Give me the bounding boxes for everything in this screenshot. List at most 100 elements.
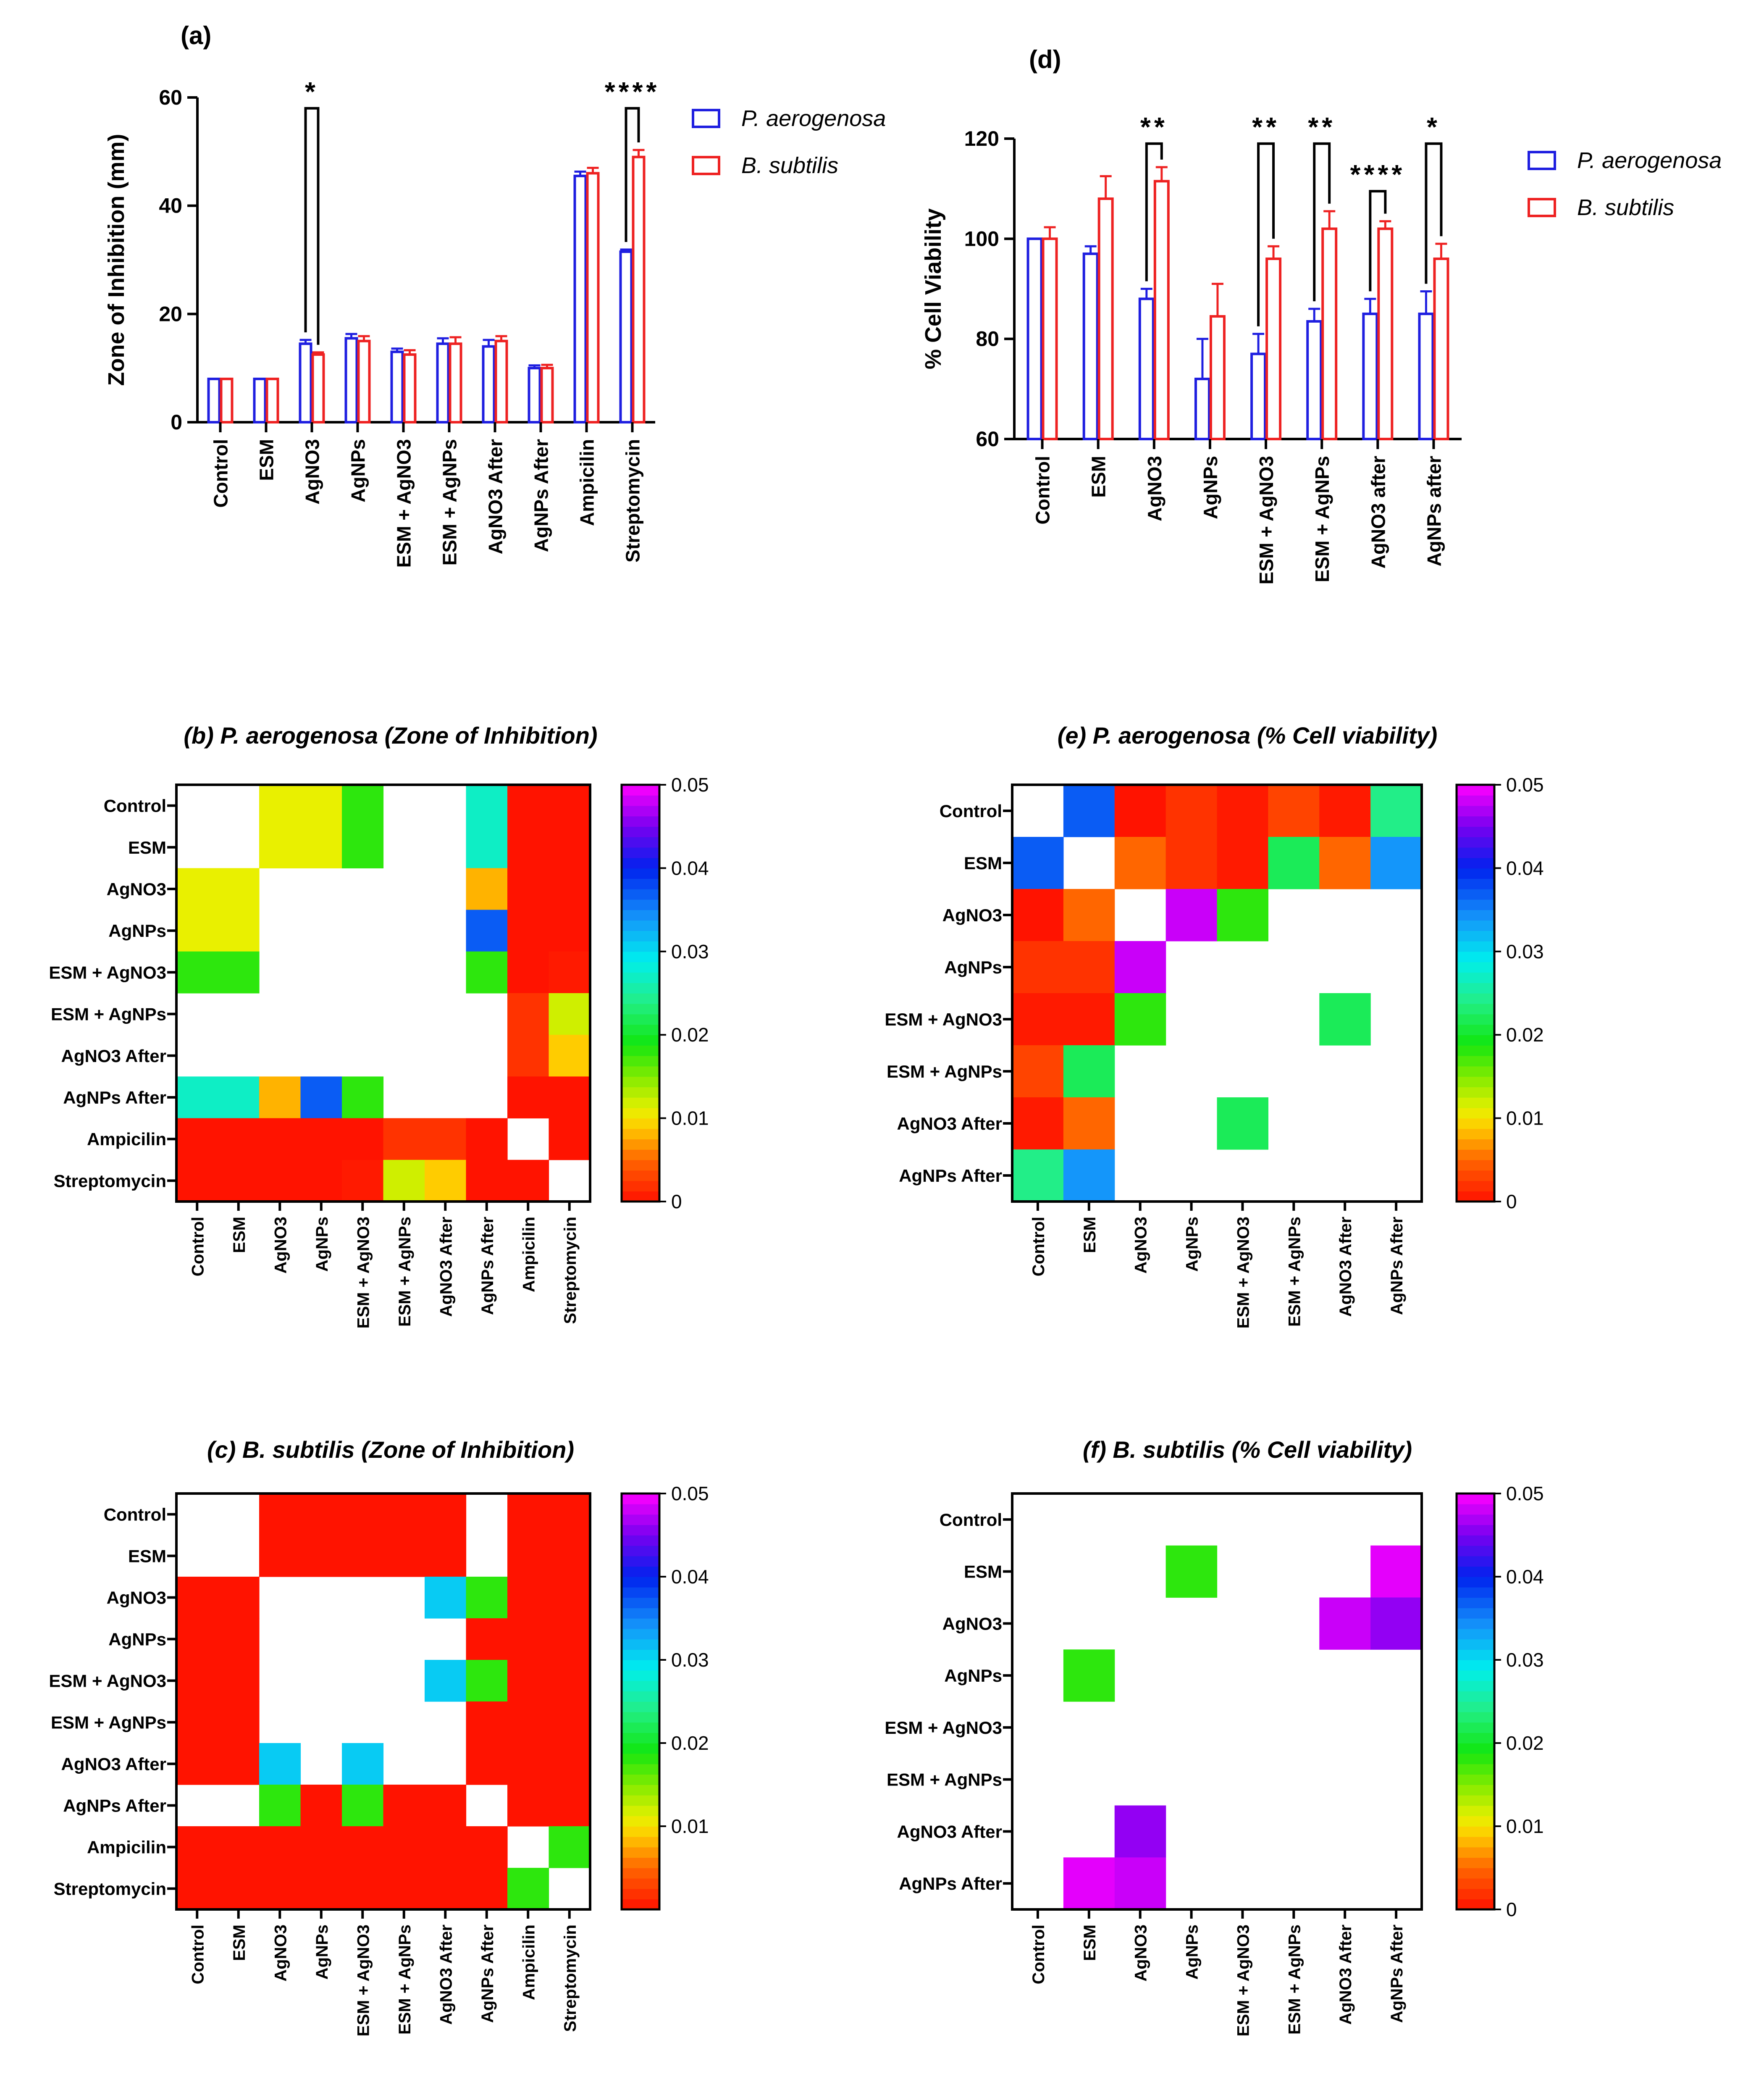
heatmap-cell xyxy=(1012,1149,1064,1202)
bar-p-aerogenosa xyxy=(207,377,221,424)
significance-label: ** xyxy=(1252,112,1280,142)
heatmap-cell xyxy=(1166,785,1218,837)
y-tick-label: 100 xyxy=(964,227,999,250)
heatmap-cell xyxy=(425,1535,467,1577)
colorbar-segment xyxy=(1457,1805,1494,1817)
col-label: Ampicilin xyxy=(520,1925,538,2000)
x-tick-label: ESM xyxy=(1088,456,1110,498)
heatmap-cell xyxy=(507,1618,549,1660)
heatmap-title: (f) B. subtilis (% Cell viability) xyxy=(1083,1436,1412,1463)
colorbar-tick-label: 0 xyxy=(1506,1191,1517,1212)
colorbar-segment xyxy=(622,1649,659,1660)
heatmap-cell xyxy=(1012,837,1064,889)
colorbar-segment xyxy=(622,1160,659,1171)
heatmap-b: (b) P. aerogenosa (Zone of Inhibition) Co… xyxy=(49,722,709,1328)
x-tick-label: Ampicilin xyxy=(576,439,598,526)
colorbar-segment xyxy=(1457,920,1494,931)
col-label: AgNO3 After xyxy=(1336,1925,1355,2025)
col-label: AgNPs xyxy=(1183,1925,1202,1980)
bar-b-subtilis xyxy=(449,342,462,423)
heatmap-cell xyxy=(507,1785,549,1827)
colorbar-segment xyxy=(622,1149,659,1160)
colorbar-segment xyxy=(622,1878,659,1889)
colorbar-segment xyxy=(622,951,659,962)
colorbar-segment xyxy=(622,1785,659,1796)
colorbar-tick-label: 0.05 xyxy=(671,774,709,796)
row-label: Streptomycin xyxy=(54,1171,166,1191)
row-label: AgNO3 xyxy=(107,1588,166,1608)
bar-b-subtilis xyxy=(632,155,646,423)
colorbar-segment xyxy=(1457,1024,1494,1035)
colorbar-segment xyxy=(1457,941,1494,952)
significance-bracket xyxy=(625,107,640,242)
colorbar-segment xyxy=(1457,1888,1494,1900)
heatmap-cell xyxy=(383,1493,425,1536)
heatmap-cell xyxy=(218,868,260,910)
heatmap-cell xyxy=(466,1618,508,1660)
heatmap-cell xyxy=(466,826,508,868)
colorbar-segment xyxy=(622,1691,659,1702)
row-label: Control xyxy=(104,796,166,816)
x-tick-label: Streptomycin xyxy=(622,439,644,563)
colorbar-segment xyxy=(622,1118,659,1129)
panel-letter: (d) xyxy=(1029,45,1061,74)
colorbar-segment xyxy=(622,1139,659,1150)
colorbar-segment xyxy=(622,837,659,848)
heatmap-cell xyxy=(466,785,508,827)
row-label: AgNPs After xyxy=(63,1088,166,1107)
heatmap-cell xyxy=(300,1160,342,1202)
row-label: ESM xyxy=(964,853,1002,873)
heatmap-cell xyxy=(342,1118,384,1160)
x-tick-label: AgNPs After xyxy=(530,439,552,552)
colorbar-segment xyxy=(1457,1045,1494,1056)
colorbar-segment xyxy=(622,1107,659,1119)
colorbar-segment xyxy=(1457,899,1494,910)
bar-p-aerogenosa xyxy=(1306,320,1323,440)
heatmap-cell xyxy=(466,1701,508,1743)
colorbar-segment xyxy=(622,1805,659,1817)
colorbar-segment xyxy=(1457,1857,1494,1868)
significance-bracket xyxy=(1425,142,1443,284)
colorbar-segment xyxy=(1457,1670,1494,1681)
heatmap-cell xyxy=(342,826,384,868)
colorbar-segment xyxy=(622,1628,659,1640)
colorbar-segment xyxy=(622,1816,659,1827)
colorbar-segment xyxy=(1457,931,1494,941)
colorbar-tick-label: 0.05 xyxy=(1506,774,1544,796)
row-label: ESM + AgNPs xyxy=(887,1062,1002,1081)
row-label: Control xyxy=(940,1510,1002,1530)
heatmap-cell xyxy=(549,1618,591,1660)
y-axis-label: Zone of Inhibition (mm) xyxy=(104,134,129,386)
colorbar-segment xyxy=(622,1608,659,1619)
heatmap-cell xyxy=(300,1535,342,1577)
col-label: AgNO3 xyxy=(1132,1217,1150,1274)
colorbar-segment xyxy=(622,1525,659,1536)
colorbar-segment xyxy=(1457,1847,1494,1858)
row-label: AgNO3 After xyxy=(61,1754,166,1774)
colorbar-segment xyxy=(1457,1003,1494,1015)
heatmap-cell xyxy=(507,785,549,827)
col-label: ESM + AgNO3 xyxy=(1234,1925,1252,2036)
heatmap-cell xyxy=(549,1743,591,1785)
colorbar-segment xyxy=(622,1670,659,1681)
x-tick-label: ESM + AgNPs xyxy=(1311,456,1333,582)
colorbar-segment xyxy=(622,920,659,931)
colorbar-segment xyxy=(622,1587,659,1598)
heatmap-cell xyxy=(1268,837,1320,889)
heatmap-cell xyxy=(1217,785,1268,837)
heatmap-cell xyxy=(342,785,384,827)
col-label: AgNO3 After xyxy=(437,1217,455,1317)
col-label: ESM xyxy=(230,1925,249,1961)
bar-p-aerogenosa xyxy=(528,367,541,424)
row-label: ESM + AgNO3 xyxy=(885,1718,1002,1738)
heatmap-cell xyxy=(383,1535,425,1577)
colorbar-segment xyxy=(622,1181,659,1191)
heatmap-cell xyxy=(1319,785,1371,837)
heatmap-cell xyxy=(176,1826,218,1868)
colorbar-tick-label: 0.01 xyxy=(1506,1815,1544,1837)
heatmap-cell xyxy=(342,1076,384,1119)
bar-b-subtilis xyxy=(1265,258,1282,440)
bar-b-subtilis xyxy=(1153,180,1170,440)
x-tick-label: AgNO3 After xyxy=(485,439,507,554)
